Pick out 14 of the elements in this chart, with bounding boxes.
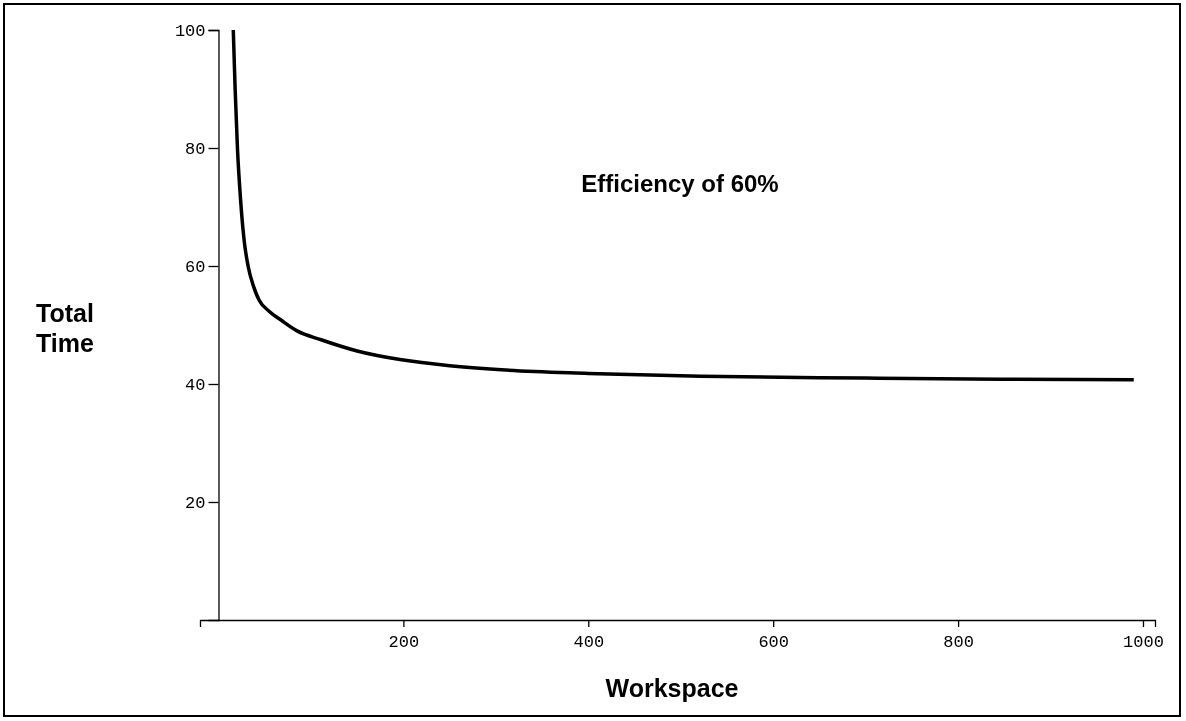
y-tick-label: 40 bbox=[185, 375, 206, 395]
x-tick-label: 1000 bbox=[1123, 633, 1164, 653]
annotation: Efficiency of 60% bbox=[581, 170, 779, 197]
x-axis-title: Workspace bbox=[605, 674, 739, 702]
y-tick-label: 80 bbox=[185, 139, 206, 159]
y-axis-title: Total Time bbox=[36, 299, 94, 357]
x-tick-label: 600 bbox=[758, 633, 789, 653]
x-tick-label: 800 bbox=[943, 633, 974, 653]
y-tick-label: 100 bbox=[174, 21, 206, 41]
x-tick-label: 200 bbox=[388, 633, 420, 653]
y-tick-label: 20 bbox=[185, 493, 206, 513]
line-series bbox=[231, 28, 1136, 382]
y-tick-label: 60 bbox=[185, 257, 206, 277]
x-tick-label: 400 bbox=[573, 633, 605, 653]
